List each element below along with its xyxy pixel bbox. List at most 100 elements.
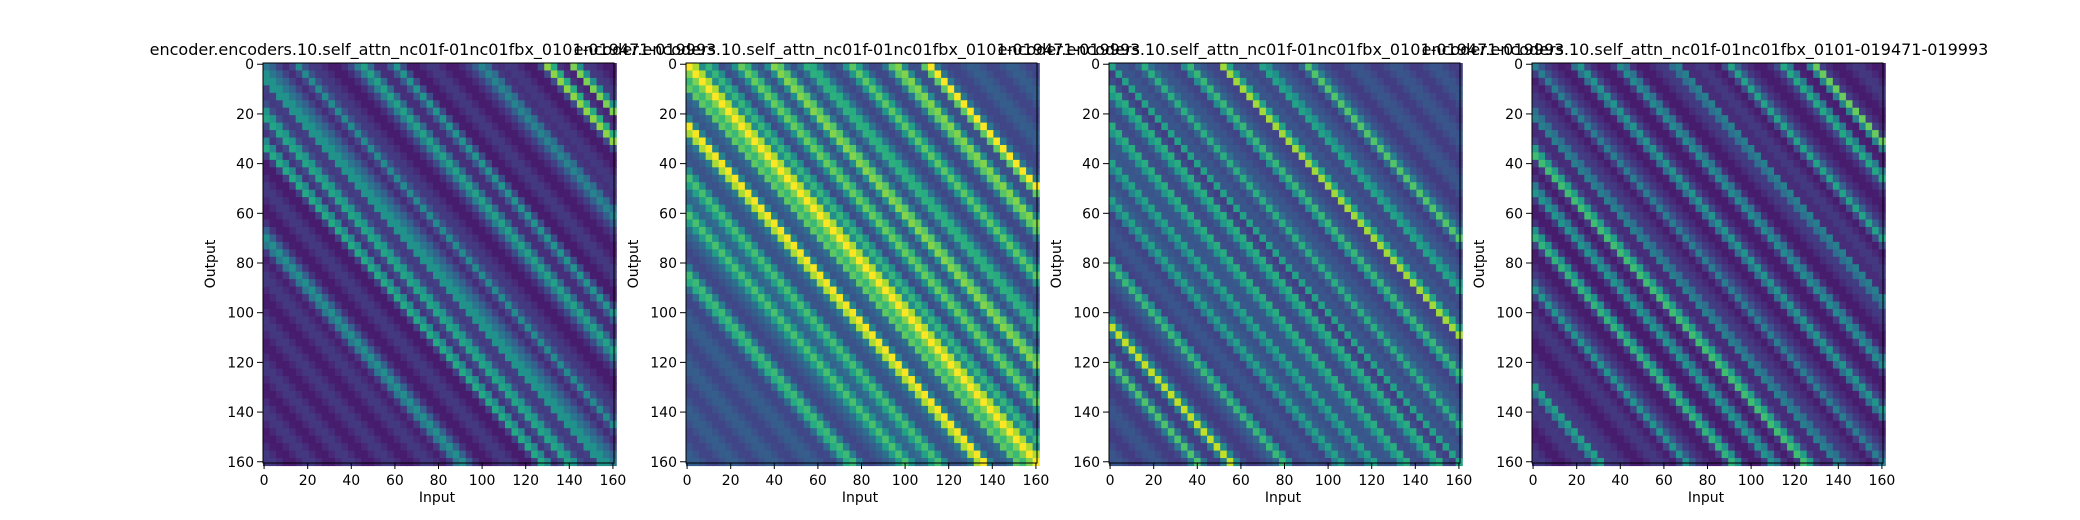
heatmap-cell — [603, 346, 611, 355]
heatmap-cell — [439, 361, 447, 370]
heatmap-cell — [829, 331, 838, 340]
heatmap-cell — [295, 256, 303, 265]
heatmap-cell — [485, 137, 493, 146]
heatmap-cell — [446, 301, 454, 310]
heatmap-cell — [452, 368, 460, 377]
heatmap-cell — [315, 189, 323, 198]
heatmap-cell — [531, 122, 539, 131]
heatmap-cell — [849, 249, 857, 258]
heatmap-cell — [583, 167, 591, 176]
heatmap-cell — [465, 174, 473, 183]
heatmap-cell — [686, 174, 694, 183]
heatmap-cell — [1006, 294, 1014, 303]
heatmap-cell — [485, 368, 493, 377]
heatmap-cell — [829, 70, 838, 79]
heatmap-cell — [380, 159, 388, 168]
heatmap-cell — [439, 323, 447, 332]
heatmap-cell — [518, 420, 526, 429]
heatmap-cell — [1019, 256, 1027, 265]
heatmap-cell — [289, 204, 297, 213]
heatmap-cell — [842, 308, 851, 318]
heatmap-cell — [686, 338, 694, 347]
heatmap-cell — [692, 308, 700, 318]
heatmap-cell — [836, 204, 844, 213]
heatmap-cell — [764, 264, 772, 273]
heatmap-cell — [686, 144, 694, 154]
heatmap-cell — [485, 428, 493, 437]
heatmap-cell — [524, 137, 532, 146]
heatmap-cell — [465, 353, 473, 362]
heatmap-cell — [537, 234, 545, 243]
heatmap-cell — [504, 323, 513, 332]
heatmap-cell — [1013, 279, 1021, 288]
heatmap-cell — [823, 212, 831, 221]
heatmap-cell — [738, 271, 746, 280]
heatmap-cell — [367, 286, 375, 295]
heatmap-cell — [947, 85, 955, 94]
heatmap-cell — [328, 294, 336, 303]
heatmap-cell — [367, 189, 375, 198]
heatmap-cell — [751, 316, 759, 325]
heatmap-cell — [810, 316, 818, 325]
heatmap-cell — [328, 301, 336, 310]
heatmap-cell — [1006, 271, 1014, 280]
heatmap-cell — [282, 204, 290, 213]
heatmap-cell — [888, 249, 896, 258]
heatmap-cell — [895, 331, 903, 340]
heatmap-cell — [550, 346, 558, 355]
heatmap-cell — [465, 92, 473, 101]
heatmap-cell — [576, 159, 585, 168]
heatmap-cell — [810, 219, 818, 228]
heatmap-cell — [426, 368, 434, 377]
heatmap-cell — [478, 398, 486, 407]
heatmap-cell — [361, 63, 369, 72]
heatmap-cell — [816, 234, 824, 243]
heatmap-cell — [842, 294, 851, 303]
heatmap-cell — [537, 316, 545, 325]
heatmap-cell — [927, 264, 936, 273]
heatmap-cell — [718, 249, 726, 258]
heatmap-cell — [446, 390, 454, 399]
heatmap-cell — [751, 338, 759, 347]
heatmap-cell — [400, 144, 408, 154]
heatmap-cell — [446, 204, 454, 213]
heatmap-cell — [400, 346, 408, 355]
heatmap-cell — [459, 353, 467, 362]
heatmap-cell — [590, 405, 598, 414]
heatmap-cell — [570, 271, 578, 280]
heatmap-cell — [947, 212, 955, 221]
heatmap-cell — [485, 346, 493, 355]
heatmap-cell — [459, 70, 467, 79]
heatmap-cell — [269, 450, 277, 459]
heatmap-cell — [738, 122, 746, 131]
heatmap-cell — [433, 383, 441, 392]
heatmap-cell — [321, 331, 329, 340]
heatmap-cell — [993, 77, 1001, 86]
heatmap-cell — [433, 152, 441, 161]
heatmap-cell — [1019, 92, 1027, 101]
heatmap-cell — [341, 376, 349, 385]
heatmap-cell — [777, 294, 785, 303]
heatmap-cell — [400, 122, 408, 131]
heatmap-cell — [459, 301, 467, 310]
heatmap-cell — [1013, 167, 1021, 176]
heatmap-cell — [1032, 234, 1040, 243]
heatmap-cell — [908, 338, 916, 347]
heatmap-cell — [960, 189, 968, 198]
heatmap-cell — [302, 435, 310, 444]
heatmap-cell — [406, 338, 415, 347]
heatmap-cell — [419, 271, 428, 280]
heatmap-cell — [321, 428, 329, 437]
heatmap-cell — [361, 413, 369, 422]
heatmap-cell — [986, 130, 994, 139]
heatmap-cell — [699, 256, 707, 265]
heatmap-cell — [321, 405, 329, 414]
heatmap-cell — [934, 174, 942, 183]
heatmap-cell — [544, 152, 552, 161]
heatmap-cell — [718, 241, 726, 250]
heatmap-cell — [276, 286, 284, 295]
heatmap-cell — [426, 353, 434, 362]
heatmap-cell — [751, 77, 759, 86]
heatmap-cell — [570, 361, 578, 370]
heatmap-cell — [836, 70, 844, 79]
